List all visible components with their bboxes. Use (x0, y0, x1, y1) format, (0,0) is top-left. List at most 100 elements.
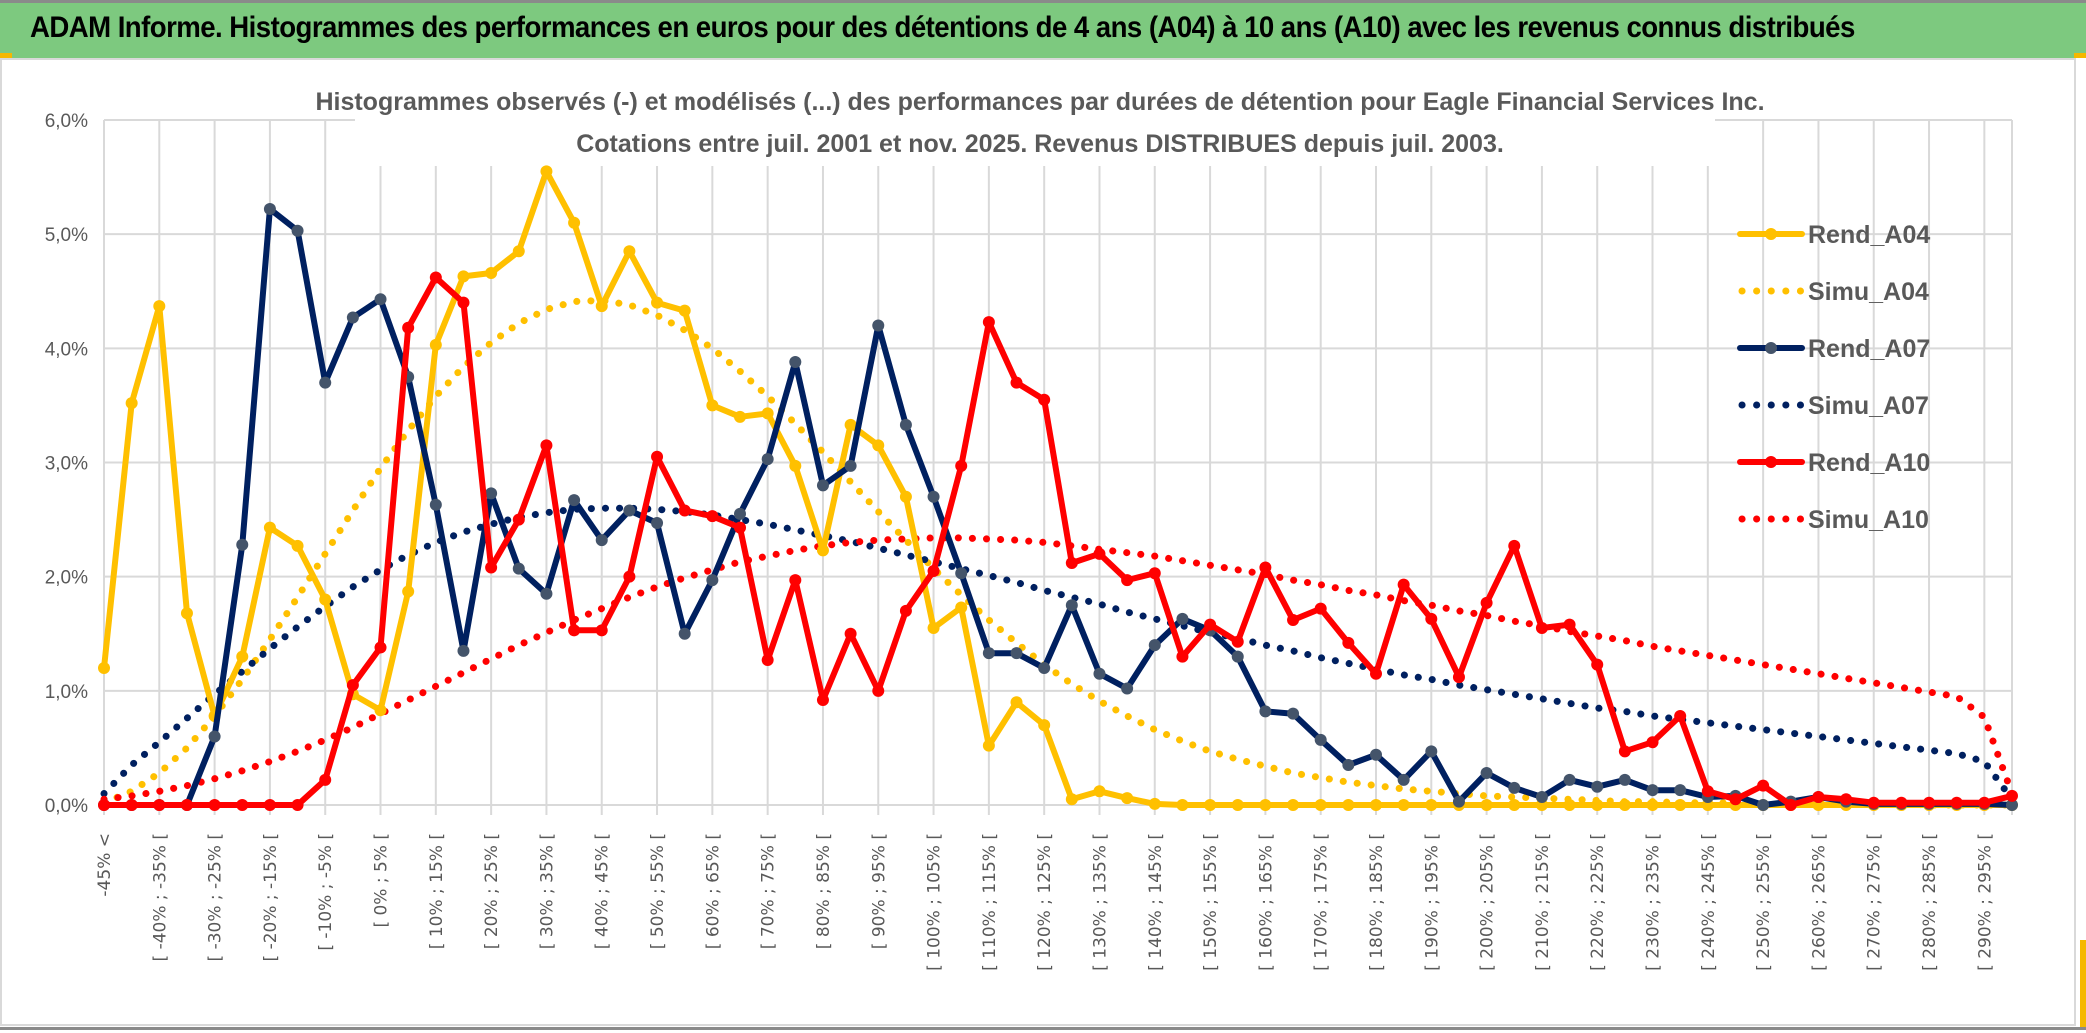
legend-label: Rend_A07 (1808, 335, 1930, 363)
data-point (263, 521, 276, 534)
data-point (374, 293, 387, 306)
data-point (623, 245, 636, 258)
data-point (1563, 799, 1576, 811)
data-point (982, 739, 995, 752)
data-point (1480, 596, 1493, 609)
x-tick-label: [ 0% ; 5% [ (372, 833, 392, 928)
data-point (236, 538, 249, 551)
data-point (789, 356, 802, 369)
data-point (402, 321, 415, 334)
data-point (844, 418, 857, 431)
chart-frame (0, 58, 2076, 1026)
x-tick-label: [ 220% ; 225% [ (1588, 833, 1608, 971)
data-point (678, 627, 691, 640)
data-point (402, 585, 415, 598)
data-point (1204, 618, 1217, 631)
data-point (429, 338, 442, 351)
data-point (1978, 796, 1991, 809)
frame-bottom-border (0, 1027, 2086, 1030)
data-point (540, 439, 553, 452)
data-point (1121, 792, 1134, 805)
data-point (153, 799, 166, 811)
x-tick-label: [ 290% ; 295% [ (1975, 833, 1995, 971)
legend-label: Rend_A04 (1808, 221, 1930, 249)
subtitle-background (355, 78, 1715, 166)
data-point (457, 270, 470, 283)
data-point (291, 539, 304, 552)
data-point (1646, 736, 1659, 749)
legend-item-simu-a07: Simu_A07 (1738, 392, 1929, 420)
y-tick-label: 2,0% (45, 568, 88, 589)
legend-item-rend-a07: Rend_A07 (1737, 335, 1930, 363)
data-point (180, 799, 193, 811)
x-tick-label: [ 60% ; 65% [ (703, 833, 723, 949)
data-point (982, 316, 995, 329)
data-point (485, 561, 498, 574)
data-point (955, 601, 968, 614)
data-point (208, 730, 221, 743)
data-point (816, 693, 829, 706)
x-tick-label: [ -40% ; -35% [ (150, 833, 170, 961)
accent-corner-bottom-right (2080, 940, 2086, 1027)
legend-marker (1765, 228, 1777, 240)
x-tick-label: [ 90% ; 95% [ (869, 833, 889, 949)
data-point (678, 304, 691, 317)
data-point (1176, 650, 1189, 663)
data-point (1674, 709, 1687, 722)
data-point (1370, 748, 1382, 761)
y-tick-label: 5,0% (45, 225, 88, 246)
data-point (1287, 614, 1300, 627)
data-point (98, 662, 110, 674)
legend-item-rend-a04: Rend_A04 (1737, 221, 1930, 249)
data-point (1425, 745, 1438, 758)
data-point (1231, 650, 1244, 663)
data-point (1757, 799, 1770, 811)
y-tick-label: 4,0% (45, 339, 88, 360)
x-tick-label: [ 30% ; 35% [ (537, 833, 557, 949)
data-point (1840, 793, 1853, 806)
data-point (1895, 796, 1908, 809)
series-line (100, 504, 2016, 803)
series-line (104, 206, 2013, 808)
data-point (1701, 785, 1714, 798)
legend-label: Simu_A07 (1808, 392, 1929, 420)
x-tick-label: [ 50% ; 55% [ (648, 833, 668, 949)
data-point (1065, 599, 1078, 612)
x-tick-label: [ -10% ; -5% [ (316, 833, 336, 951)
data-point (125, 397, 138, 410)
chart-subtitle: Cotations entre juil. 2001 et nov. 2025.… (576, 130, 1504, 158)
data-point (1148, 639, 1161, 652)
data-point (899, 604, 912, 617)
data-point (651, 296, 664, 309)
data-point (153, 300, 166, 313)
x-tick-label: [ 200% ; 205% [ (1478, 833, 1498, 971)
data-point (485, 487, 498, 500)
data-point (595, 300, 608, 313)
series-line (101, 168, 2012, 808)
report-title: ADAM Informe. Histogrammes des performan… (30, 11, 1855, 44)
data-point (1646, 799, 1659, 811)
data-point (1812, 791, 1825, 804)
data-point (1425, 612, 1438, 625)
data-point (927, 622, 940, 635)
data-point (457, 644, 470, 657)
data-point (1950, 796, 1963, 809)
data-point (761, 654, 774, 667)
data-point (1508, 781, 1521, 794)
data-point (1508, 539, 1521, 552)
data-point (1038, 393, 1051, 406)
x-tick-label: [ 80% ; 85% [ (814, 833, 834, 949)
data-point (955, 459, 968, 472)
data-point (1923, 796, 1936, 809)
data-point (789, 459, 802, 472)
data-point (1231, 799, 1244, 811)
data-point (706, 574, 719, 587)
y-tick-label: 1,0% (45, 682, 88, 703)
data-point (1065, 793, 1078, 806)
data-point (1093, 785, 1106, 798)
data-point (1038, 719, 1051, 732)
data-point (512, 562, 525, 575)
data-point (651, 517, 664, 530)
data-point (1674, 799, 1687, 811)
